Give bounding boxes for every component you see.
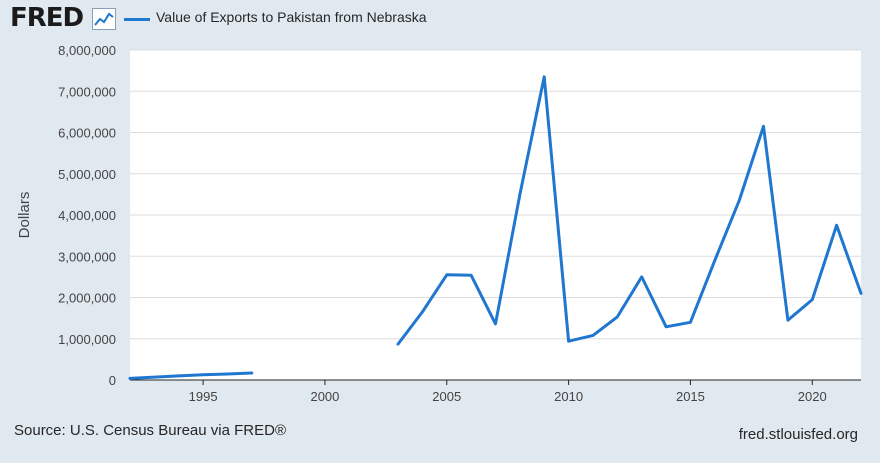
series-lines xyxy=(128,75,863,380)
x-axis-ticks: 1995 2000 2005 2010 2015 2020 xyxy=(189,380,827,404)
y-tick-label: 6,000,000 xyxy=(58,126,116,141)
series-line-segment xyxy=(396,75,863,346)
y-axis-ticks: 0 1,000,000 2,000,000 3,000,000 4,000,000 5,0… xyxy=(58,43,116,388)
y-tick-label: 7,000,000 xyxy=(58,84,116,99)
series-line-segment xyxy=(128,371,254,380)
y-tick-label: 0 xyxy=(109,373,116,388)
x-tick-label: 1995 xyxy=(189,389,218,404)
gridlines xyxy=(130,49,861,340)
x-tick-label: 2010 xyxy=(554,389,583,404)
x-tick-label: 2005 xyxy=(432,389,461,404)
y-axis-label: Dollars xyxy=(16,192,33,239)
fred-logo[interactable]: FRED xyxy=(10,3,84,33)
source-note: Source: U.S. Census Bureau via FRED® xyxy=(14,422,286,439)
y-tick-label: 3,000,000 xyxy=(58,249,116,264)
y-tick-label: 4,000,000 xyxy=(58,208,116,223)
legend-label: Value of Exports to Pakistan from Nebras… xyxy=(156,9,427,25)
y-tick-label: 2,000,000 xyxy=(58,291,116,306)
y-tick-label: 5,000,000 xyxy=(58,167,116,182)
x-tick-label: 2020 xyxy=(798,389,827,404)
y-tick-label: 1,000,000 xyxy=(58,332,116,347)
legend-swatch xyxy=(124,18,150,21)
chart-header: FRED Value of Exports to Pakistan from N… xyxy=(0,0,880,40)
y-tick-label: 8,000,000 xyxy=(58,43,116,58)
x-tick-label: 2000 xyxy=(310,389,339,404)
line-chart-icon xyxy=(92,8,116,30)
site-link[interactable]: fred.stlouisfed.org xyxy=(738,426,858,443)
x-tick-label: 2015 xyxy=(676,389,705,404)
